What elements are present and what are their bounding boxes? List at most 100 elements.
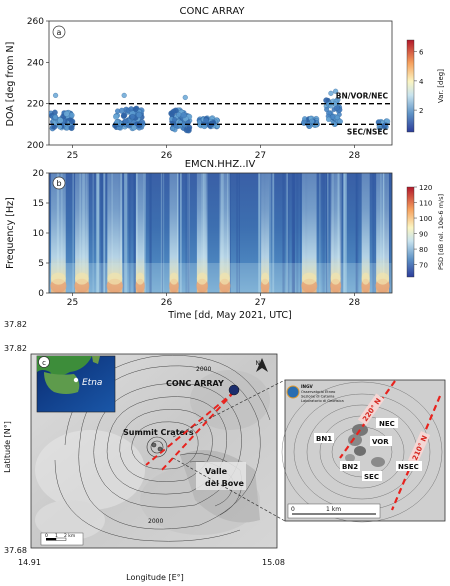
contour-label-top: 2000 xyxy=(196,366,211,373)
panel-b-label: b xyxy=(56,179,61,188)
doa-point xyxy=(333,88,339,94)
panel-a-label: a xyxy=(57,28,62,37)
doa-point xyxy=(53,92,59,98)
spectrogram-burst xyxy=(196,173,208,293)
doa-point xyxy=(57,117,64,124)
spectrogram-stripe xyxy=(161,173,163,293)
spectrogram-stripe xyxy=(373,173,377,293)
burst-mid-energy xyxy=(107,272,123,285)
spectrogram-stripe xyxy=(100,173,104,293)
crater-label-sec: SEC xyxy=(364,473,379,481)
spectrogram-stripe xyxy=(372,173,374,293)
spectrogram-burst xyxy=(330,173,341,293)
doa-point xyxy=(172,117,178,123)
doa-point xyxy=(123,118,129,124)
spectrogram-stripe xyxy=(356,173,359,293)
spectrogram-burst xyxy=(261,173,270,293)
doa-point xyxy=(324,107,330,113)
spectrogram-burst xyxy=(361,173,370,293)
spectrogram-stripe xyxy=(282,173,285,293)
panel-a-frame xyxy=(48,20,393,146)
reference-line-label: SEC/NSEC xyxy=(347,127,389,136)
ingv-logo-icon xyxy=(286,385,300,399)
panel-c-label-circle xyxy=(38,356,50,368)
spectrogram-burst xyxy=(169,173,179,293)
colorbar-tick-label: 2 xyxy=(419,107,423,115)
spectrogram-stripe xyxy=(160,173,162,293)
doa-reference-lines: BN/VOR/NEC SEC/NSEC xyxy=(49,92,392,136)
conc-array-label: CONC ARRAY xyxy=(166,379,224,388)
doa-axis-ticks: 25 26 27 28 200 220 240 260 xyxy=(27,17,361,161)
y-tick-label: 260 xyxy=(27,17,44,27)
spectrogram-bursts xyxy=(49,173,392,293)
spectrogram-stripe xyxy=(319,173,321,293)
doa-point xyxy=(68,125,75,132)
map-scale-0: 0 xyxy=(45,533,48,539)
x-tick-label: 25 xyxy=(67,298,78,308)
valle-label-1: Valle xyxy=(205,467,228,476)
zoom-connector-top xyxy=(172,379,286,438)
spectrogram-burst xyxy=(51,173,66,293)
north-label: N xyxy=(256,360,261,367)
spectrogram-stripe xyxy=(286,173,290,293)
spectrogram-stripe xyxy=(188,173,190,293)
spectrogram-stripe xyxy=(344,173,347,293)
spectrogram-stripe xyxy=(326,173,328,293)
conc-array-marker xyxy=(228,384,240,396)
panel-a-ylabel: DOA [deg from N] xyxy=(5,42,16,127)
doa-point xyxy=(182,94,188,101)
spectrogram-stripe xyxy=(103,173,106,293)
spectrogram-stripe xyxy=(149,173,152,293)
doa-point xyxy=(328,90,334,96)
zoom-scale-0: 0 xyxy=(291,506,295,513)
panel-a-title: CONC ARRAY xyxy=(180,6,246,17)
colorbar-tick-label: 80 xyxy=(419,246,428,254)
spectrogram-stripe xyxy=(388,173,391,293)
burst-mid-energy xyxy=(135,272,145,285)
doa-point xyxy=(186,124,193,131)
zoom-scale-1: 1 km xyxy=(326,506,341,513)
map-panel: 37.82 37.82 37.68 14.91 15.08 Latitude [… xyxy=(3,320,286,582)
summit-zoom-panel: INGV Osservatorio Etneo Sezione di Catan… xyxy=(281,379,446,523)
spectrogram-burst xyxy=(302,173,317,293)
doa-point xyxy=(334,114,341,121)
spectrogram-stripe xyxy=(236,173,238,293)
doa-point xyxy=(326,116,332,122)
x-tick-label: 28 xyxy=(349,151,361,161)
lat-top: 37.82 xyxy=(4,344,27,353)
crater-label-bg-bn1 xyxy=(314,433,334,443)
spectrogram-stripe xyxy=(259,173,261,293)
colorbar-tick-label: 100 xyxy=(419,215,432,223)
crater-label-bg-sec xyxy=(362,471,382,481)
panel-a-label-circle xyxy=(52,25,66,39)
spectrogram-stripe xyxy=(96,173,99,293)
x-tick-label: 26 xyxy=(161,151,173,161)
doa-point xyxy=(129,114,136,120)
spectrogram-stripe xyxy=(291,173,294,293)
spectrogram-panel: EMCN.HHZ..IV b 25 26 27 28 0 5 10 15 20 Frequenc… xyxy=(5,159,445,321)
crater-label-bg-nsec xyxy=(396,461,422,471)
etna-location-inset xyxy=(36,355,116,413)
spectrogram-stripe xyxy=(123,173,125,293)
panel-b-label-circle xyxy=(52,176,66,190)
doa-point xyxy=(337,118,343,125)
spectrogram-stripe xyxy=(272,173,275,293)
burst-mid-energy xyxy=(376,272,390,285)
map-ylabel: Latitude [N°] xyxy=(3,421,12,473)
direction-line-210 xyxy=(159,391,235,473)
crater-label-bg-bn2 xyxy=(340,461,360,471)
burst-mid-energy xyxy=(361,272,370,285)
doa-point xyxy=(69,118,76,125)
inset-etna-label: Etna xyxy=(82,378,102,388)
north-arrow-icon xyxy=(256,358,268,372)
doa-point xyxy=(51,124,58,130)
crater-labels: NEC BN1 VOR BN2 SEC NSEC xyxy=(314,418,422,481)
logo-line-1: INGV xyxy=(301,384,313,389)
doa-point xyxy=(170,126,176,131)
spectrogram-stripe xyxy=(123,173,125,293)
colorbar-tick-label: 90 xyxy=(419,231,428,239)
spectrogram-stripe xyxy=(148,173,150,293)
x-tick-label: 27 xyxy=(255,151,266,161)
burst-mid-energy xyxy=(219,272,230,285)
